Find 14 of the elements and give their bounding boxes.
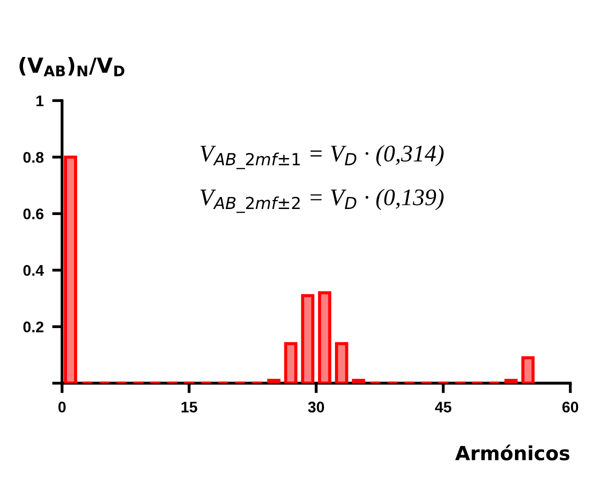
y-tick-label: 1: [36, 96, 44, 106]
x-tick-label: 30: [308, 402, 324, 412]
x-axis-title: Armónicos: [455, 444, 570, 460]
annotation: V$_{AB_2mf±1}$ = V$_{D}$ · (0,314): [200, 144, 444, 170]
y-axis-title: (V$_{AB}$)$_{N}$/V$_{D}$: [20, 56, 124, 76]
annotation: V$_{AB_2mf±2}$ = V$_{D}$ · (0,139): [200, 188, 444, 213]
y-tick-label: 0.8: [23, 152, 44, 163]
x-tick-label: 60: [562, 402, 578, 412]
x-tick-label: 0: [58, 402, 66, 412]
x-tick-label: 45: [434, 402, 452, 412]
y-tick-label: 0.4: [23, 265, 44, 276]
y-tick-label: 0.2: [23, 322, 44, 332]
x-tick-label: 15: [182, 402, 198, 412]
y-tick-label: 0.6: [23, 208, 44, 220]
